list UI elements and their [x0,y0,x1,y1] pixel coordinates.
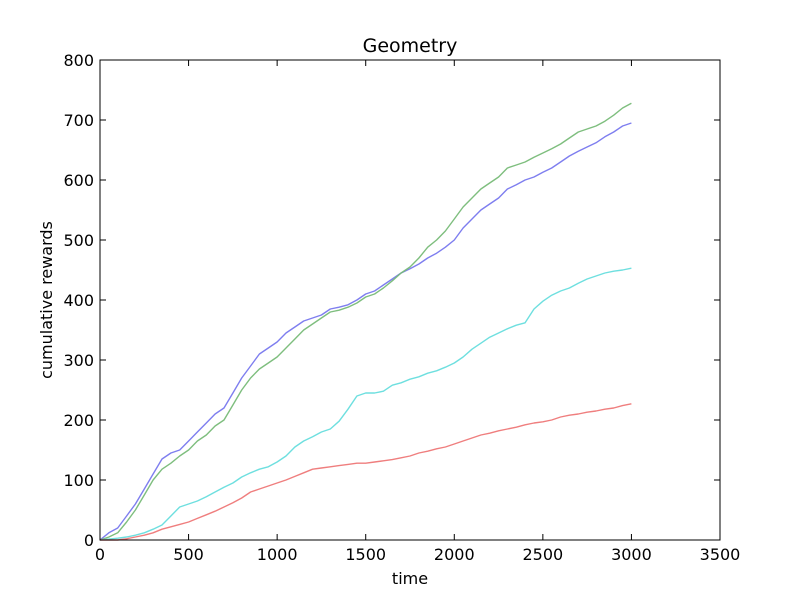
plot-area [99,102,632,541]
y-tick-label: 800 [63,51,94,70]
x-axis-label: time [392,569,428,588]
series-line-4 [100,403,632,541]
y-axis-label: cumulative rewards [37,221,56,379]
x-tick-label: 1500 [345,545,386,564]
series-line-2 [99,102,632,541]
y-tick-label: 400 [63,291,94,310]
y-tick-label: 600 [63,171,94,190]
y-tick-label: 0 [84,531,94,550]
series-line-1 [99,122,632,541]
x-tick-label: 0 [95,545,105,564]
x-tick-label: 1000 [257,545,298,564]
y-tick-label: 200 [63,411,94,430]
x-tick-label: 3500 [700,545,741,564]
x-tick-label: 2500 [522,545,563,564]
y-tick-label: 300 [63,351,94,370]
y-tick-label: 100 [63,471,94,490]
chart-title: Geometry [363,35,458,57]
x-tick-label: 2000 [434,545,475,564]
series-line-3 [99,267,632,541]
y-tick-label: 500 [63,231,94,250]
y-tick-label: 700 [63,111,94,130]
x-tick-label: 3000 [611,545,652,564]
x-tick-label: 500 [173,545,204,564]
axis-ticks: 0 500 1000 1500 2000 2500 3000 3500 0 100 200 300 40… [63,51,740,564]
